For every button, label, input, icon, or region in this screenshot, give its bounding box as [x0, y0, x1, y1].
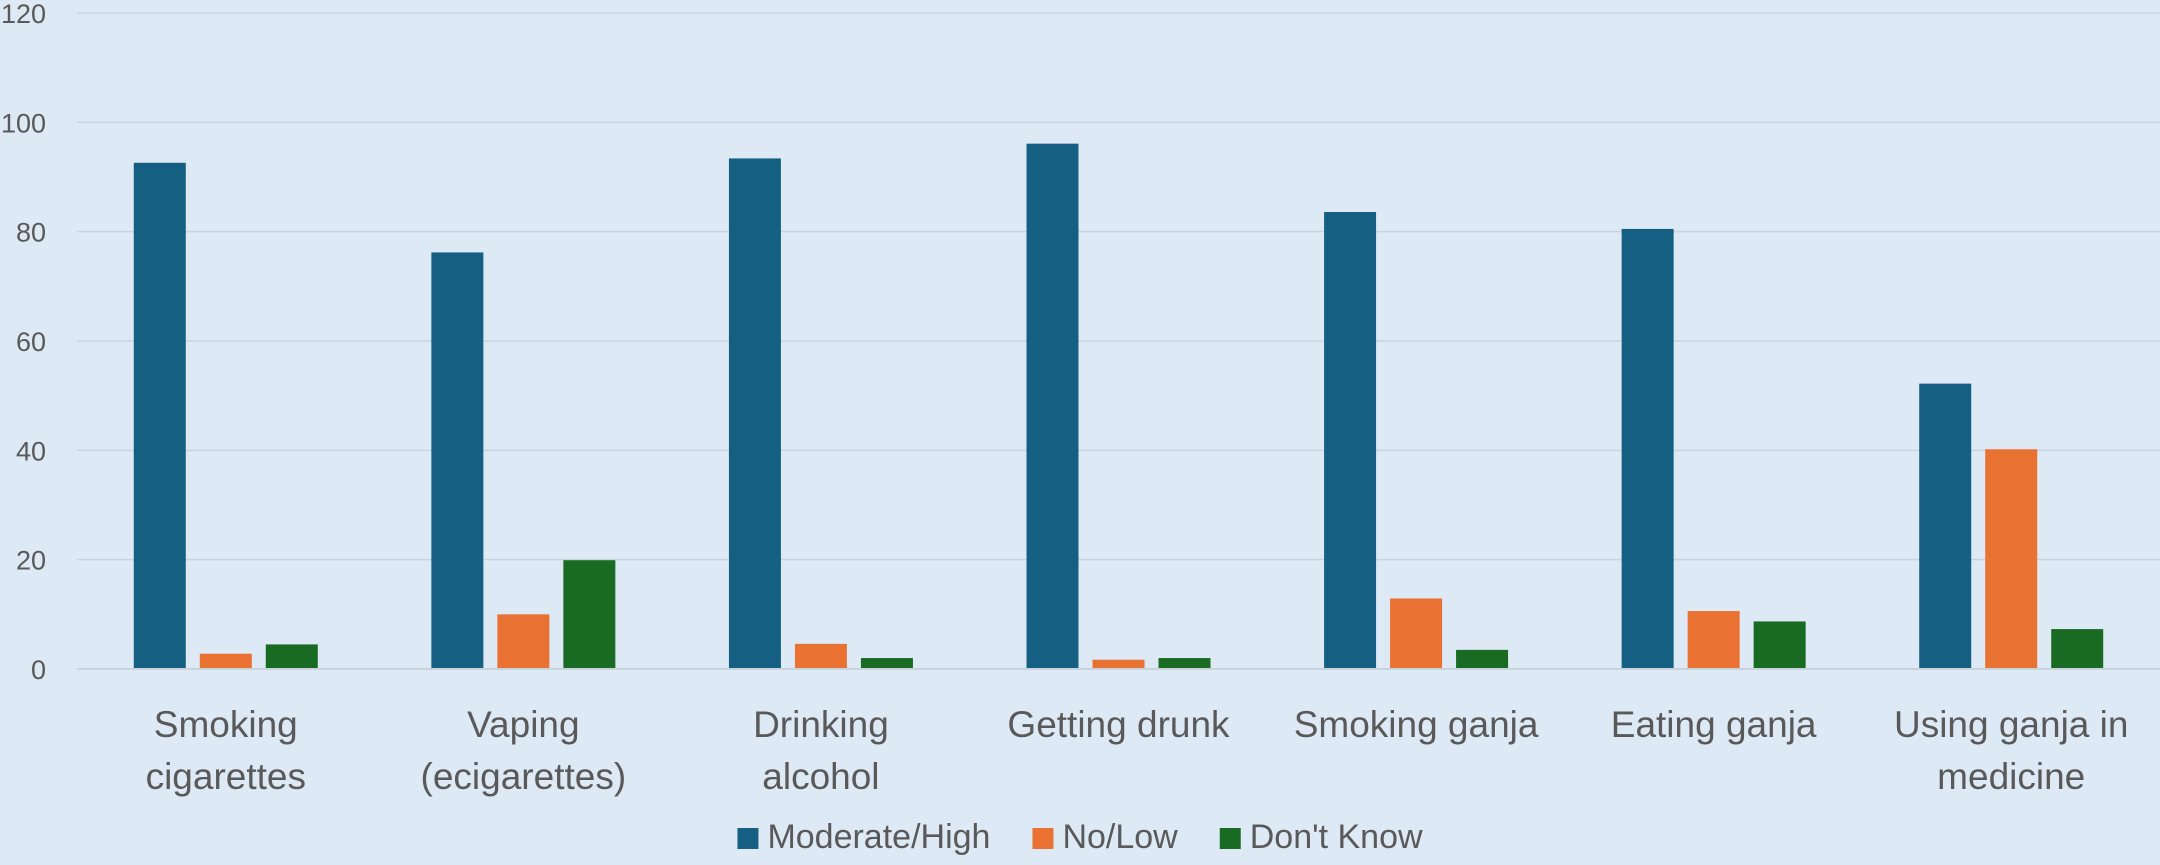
bar-don-t-know: [1158, 658, 1211, 669]
x-category-label: Smoking: [154, 704, 298, 745]
gridlines: [77, 12, 2160, 561]
bar-no-low: [497, 614, 550, 669]
x-axis-category-labels: Smoking cigarettes Vaping (ecigarettes) Drin…: [146, 704, 2129, 797]
bar-no-low: [1092, 659, 1145, 669]
legend-label: Moderate/High: [767, 818, 990, 856]
y-axis-tick-labels: 0 20 40 60 80 100 120: [1, 0, 46, 685]
bar-moderate-high: [1324, 211, 1377, 669]
legend-swatch: [1032, 828, 1054, 849]
bar-don-t-know: [1456, 649, 1509, 669]
y-tick-label: 40: [16, 436, 46, 466]
y-tick-label: 0: [31, 655, 46, 685]
x-category-label: Smoking ganja: [1294, 704, 1539, 745]
y-tick-label: 80: [16, 218, 46, 248]
y-tick-label: 60: [16, 327, 46, 357]
bar-moderate-high: [1026, 143, 1079, 670]
x-category-label: Vaping: [467, 704, 579, 745]
bar-don-t-know: [265, 644, 318, 669]
x-category-label: (ecigarettes): [421, 756, 627, 797]
y-tick-label: 120: [1, 0, 46, 29]
bar-no-low: [1390, 598, 1443, 669]
legend-swatch: [1219, 828, 1241, 849]
bars: [133, 143, 2104, 670]
bar-no-low: [1985, 449, 2038, 669]
bar-moderate-high: [133, 162, 186, 669]
legend-label: Don't Know: [1250, 818, 1423, 856]
x-category-label: Getting drunk: [1007, 704, 1230, 745]
bar-moderate-high: [1621, 228, 1674, 669]
x-category-label: alcohol: [762, 756, 879, 797]
y-tick-label: 20: [16, 546, 46, 576]
bar-don-t-know: [563, 560, 616, 669]
bar-moderate-high: [728, 158, 781, 669]
legend: Moderate/High No/Low Don't Know: [737, 818, 1423, 856]
bar-no-low: [199, 653, 252, 669]
legend-swatch: [737, 828, 759, 849]
legend-label: No/Low: [1062, 818, 1178, 856]
bar-don-t-know: [1753, 621, 1806, 669]
bar-moderate-high: [1919, 383, 1972, 669]
x-category-label: Using ganja in: [1894, 704, 2128, 745]
x-category-label: cigarettes: [146, 756, 306, 797]
bar-no-low: [1687, 611, 1740, 669]
bar-moderate-high: [431, 252, 484, 669]
x-category-label: Eating ganja: [1611, 704, 1817, 745]
bar-don-t-know: [2051, 629, 2104, 669]
x-category-label: Drinking: [753, 704, 889, 745]
bar-don-t-know: [860, 658, 913, 669]
bar-no-low: [794, 643, 847, 669]
x-category-label: medicine: [1937, 756, 2085, 797]
y-tick-label: 100: [1, 108, 46, 138]
